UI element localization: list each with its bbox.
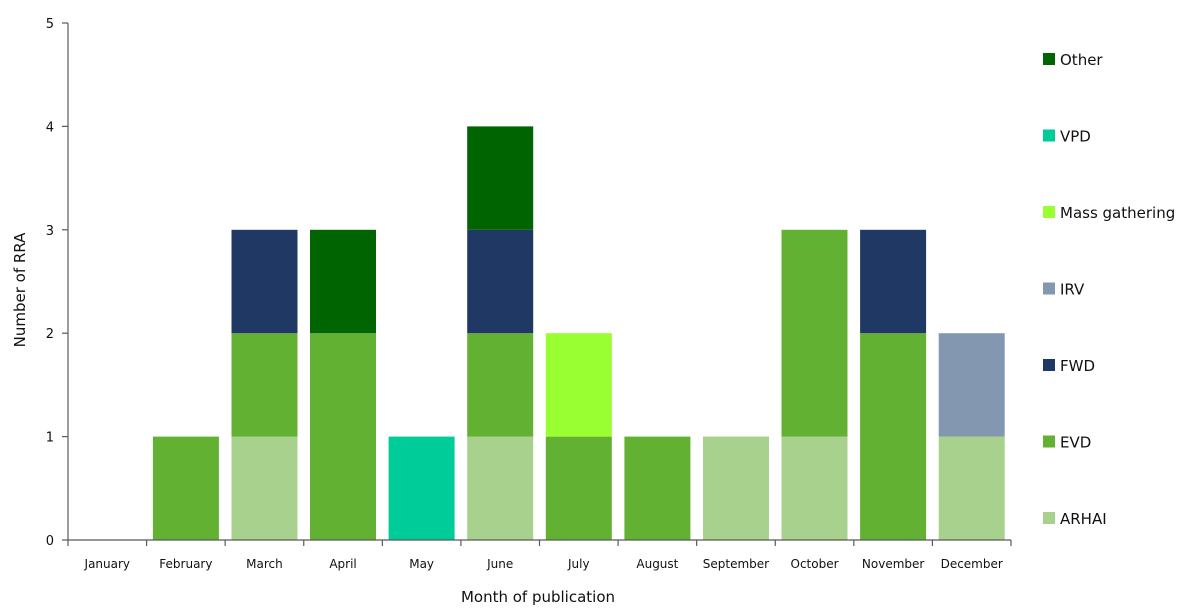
legend-swatch-vpd: [1043, 129, 1055, 142]
x-tick-label-june: June: [486, 557, 513, 571]
bar-april-evd: [310, 333, 376, 540]
legend-label-mass-gathering: Mass gathering: [1060, 204, 1175, 222]
y-tick-label: 0: [46, 534, 54, 549]
x-axis-title: Month of publication: [461, 588, 615, 606]
bar-november-fwd: [860, 229, 927, 334]
y-tick-label: 2: [46, 327, 54, 342]
legend-label-arhai: ARHAI: [1060, 510, 1107, 528]
legend-swatch-evd: [1043, 435, 1055, 448]
bar-march-fwd: [231, 229, 298, 334]
x-tick-label-january: January: [84, 557, 131, 571]
x-tick-label-april: April: [329, 557, 356, 571]
x-tick-label-august: August: [636, 557, 678, 571]
legend-swatch-other: [1043, 53, 1055, 65]
bar-april-other: [310, 229, 376, 334]
bar-march-evd: [231, 333, 298, 437]
bar-may-vpd: [388, 436, 455, 540]
y-tick-label: 3: [46, 224, 54, 239]
legend-swatch-irv: [1043, 282, 1055, 295]
x-tick-label-october: October: [791, 557, 839, 571]
legend-label-evd: EVD: [1060, 434, 1091, 452]
bar-september-arhai: [703, 436, 769, 540]
y-tick-label: 1: [46, 431, 54, 446]
bar-june-fwd: [467, 229, 534, 334]
bar-december-arhai: [938, 436, 1005, 540]
x-tick-label-september: September: [703, 557, 769, 571]
bar-october-arhai: [781, 436, 848, 540]
bar-june-other: [467, 126, 534, 230]
x-tick-label-december: December: [941, 557, 1003, 571]
bar-december-irv: [938, 333, 1005, 437]
x-tick-label-march: March: [246, 557, 283, 571]
y-axis-title: Number of RRA: [11, 232, 29, 347]
bar-august-evd: [624, 436, 691, 540]
axes-layer: 0 1 2 3 4 5 January February March April May June Ju…: [46, 17, 1012, 571]
bar-march-arhai: [231, 436, 298, 540]
legend-swatch-arhai: [1043, 512, 1055, 524]
legend-label-fwd: FWD: [1060, 357, 1095, 375]
x-tick-label-november: November: [862, 557, 924, 571]
bar-october-evd: [781, 229, 848, 437]
bar-november-evd: [860, 333, 927, 540]
bar-june-evd: [467, 333, 534, 437]
y-tick-label: 4: [46, 120, 54, 135]
bar-february-evd: [152, 436, 219, 540]
legend-label-other: Other: [1060, 51, 1103, 69]
legend-layer: Other VPD Mass gathering IRV FWD EVD ARHAI: [1043, 51, 1175, 528]
x-tick-label-july: July: [567, 557, 590, 571]
bar-july-evd: [545, 436, 612, 540]
legend-label-vpd: VPD: [1060, 128, 1091, 146]
x-tick-label-february: February: [159, 557, 212, 571]
y-tick-label: 5: [46, 17, 54, 32]
legend-label-irv: IRV: [1060, 281, 1085, 299]
x-tick-label-may: May: [409, 557, 434, 571]
legend-swatch-fwd: [1043, 359, 1055, 371]
legend-swatch-mass-gathering: [1043, 206, 1055, 218]
bars-layer: [152, 126, 1005, 540]
bar-july-mass-gathering: [545, 333, 612, 437]
bar-june-arhai: [467, 436, 534, 540]
